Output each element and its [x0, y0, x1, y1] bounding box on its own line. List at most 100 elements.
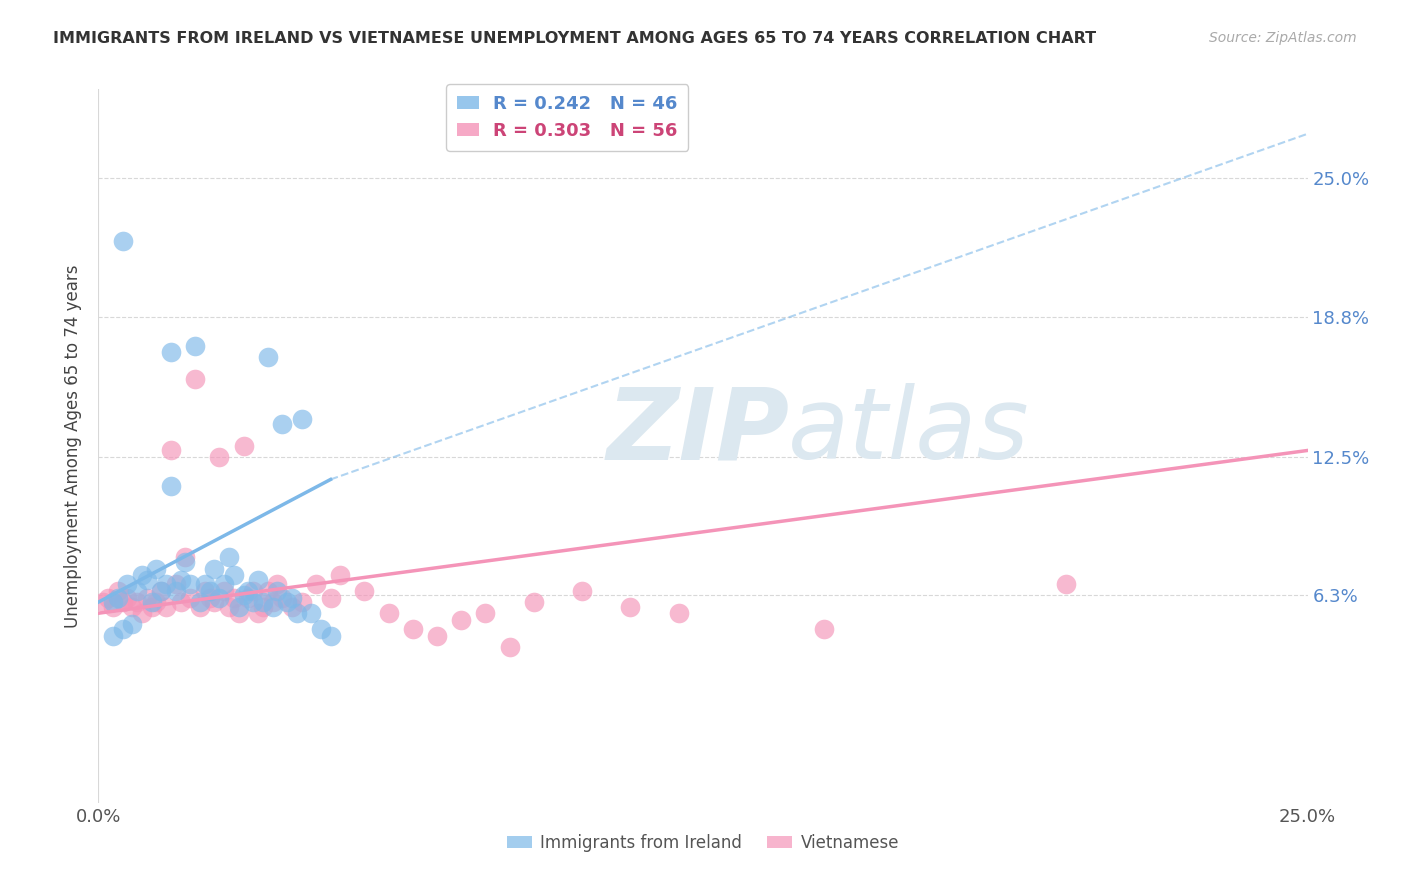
Point [281, 599, 304, 614]
Point [319, 591, 342, 605]
Point [131, 568, 153, 582]
Point [145, 562, 167, 576]
Point [204, 562, 226, 576]
Point [232, 589, 254, 603]
Text: atlas: atlas [787, 384, 1029, 480]
Point [174, 550, 197, 565]
Point [160, 479, 183, 493]
Point [160, 345, 183, 359]
Point [252, 599, 274, 614]
Point [252, 595, 274, 609]
Point [101, 628, 124, 642]
Point [179, 591, 201, 605]
Point [111, 595, 134, 609]
Point [281, 591, 304, 605]
Point [155, 577, 177, 591]
Point [474, 607, 496, 621]
Point [101, 599, 124, 614]
Point [450, 613, 472, 627]
Point [228, 607, 250, 621]
Text: IMMIGRANTS FROM IRELAND VS VIETNAMESE UNEMPLOYMENT AMONG AGES 65 TO 74 YEARS COR: IMMIGRANTS FROM IRELAND VS VIETNAMESE UN… [53, 31, 1097, 46]
Point [194, 583, 217, 598]
Point [179, 577, 201, 591]
Point [262, 595, 284, 609]
Legend: Immigrants from Ireland, Vietnamese: Immigrants from Ireland, Vietnamese [501, 828, 905, 859]
Point [160, 443, 183, 458]
Point [619, 599, 641, 614]
Point [208, 450, 231, 464]
Point [247, 573, 270, 587]
Point [117, 591, 139, 605]
Point [256, 350, 278, 364]
Point [208, 591, 231, 605]
Point [121, 617, 143, 632]
Point [218, 599, 240, 614]
Point [184, 338, 207, 352]
Point [228, 599, 250, 614]
Point [165, 583, 187, 598]
Point [377, 607, 399, 621]
Point [319, 628, 342, 642]
Point [1054, 577, 1077, 591]
Point [188, 599, 211, 614]
Point [141, 595, 163, 609]
Point [668, 607, 690, 621]
Point [117, 577, 139, 591]
Point [353, 583, 375, 598]
Point [276, 595, 298, 609]
Point [309, 622, 332, 636]
Point [271, 417, 294, 431]
Point [238, 591, 260, 605]
Point [184, 372, 207, 386]
Point [266, 583, 288, 598]
Point [262, 599, 284, 614]
Point [155, 599, 177, 614]
Point [188, 595, 211, 609]
Point [232, 439, 254, 453]
Point [212, 583, 235, 598]
Point [91, 595, 114, 609]
Point [169, 595, 191, 609]
Point [571, 583, 593, 598]
Point [111, 234, 134, 248]
Point [242, 595, 264, 609]
Point [256, 583, 278, 598]
Point [131, 607, 153, 621]
Point [222, 568, 245, 582]
Point [169, 573, 191, 587]
Point [194, 577, 217, 591]
Point [271, 591, 294, 605]
Point [329, 568, 352, 582]
Point [145, 595, 167, 609]
Point [198, 591, 221, 605]
Point [127, 583, 149, 598]
Point [285, 607, 308, 621]
Point [107, 591, 129, 605]
Point [165, 577, 187, 591]
Point [150, 583, 173, 598]
Point [238, 583, 260, 598]
Text: ZIP: ZIP [606, 384, 789, 480]
Point [204, 595, 226, 609]
Point [121, 599, 143, 614]
Text: Source: ZipAtlas.com: Source: ZipAtlas.com [1209, 31, 1357, 45]
Y-axis label: Unemployment Among Ages 65 to 74 years: Unemployment Among Ages 65 to 74 years [65, 264, 83, 628]
Point [290, 595, 312, 609]
Point [266, 577, 288, 591]
Point [101, 595, 124, 609]
Point [127, 595, 149, 609]
Point [97, 591, 120, 605]
Point [212, 577, 235, 591]
Point [523, 595, 546, 609]
Point [290, 412, 312, 426]
Point [222, 591, 245, 605]
Point [218, 550, 240, 565]
Point [426, 628, 449, 642]
Point [402, 622, 425, 636]
Point [305, 577, 328, 591]
Point [111, 622, 134, 636]
Point [150, 583, 173, 598]
Point [498, 640, 520, 654]
Point [813, 622, 835, 636]
Point [247, 607, 270, 621]
